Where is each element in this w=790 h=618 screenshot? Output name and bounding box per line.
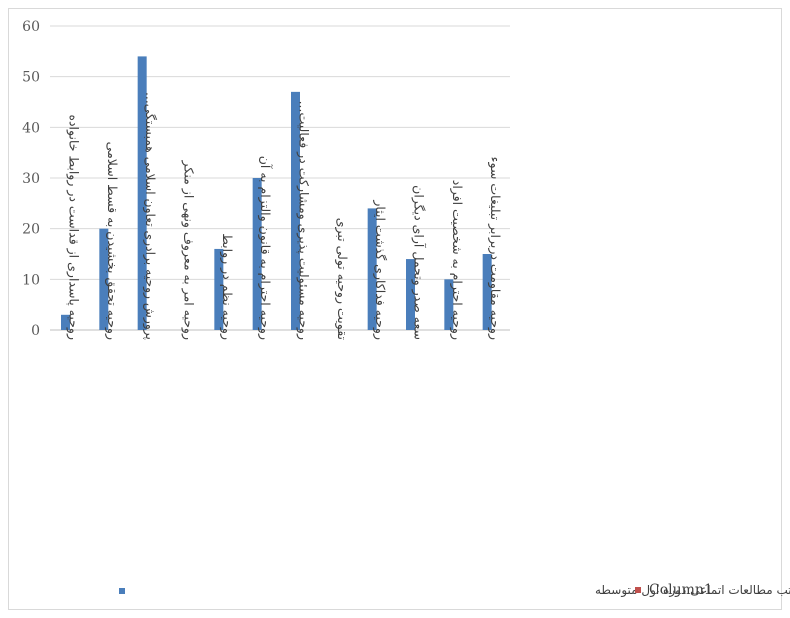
- x-tick-label: روحیه مقاومت دربرابر تبلیغات سوء: [487, 157, 503, 340]
- bar-10: [444, 279, 454, 330]
- legend-swatch-series-1: [119, 588, 125, 594]
- y-tick-label: 50: [22, 70, 40, 86]
- bar-1: [99, 228, 109, 330]
- bar-0: [61, 314, 70, 330]
- bar-9: [406, 259, 415, 330]
- legend-swatch-series-2: [635, 587, 641, 593]
- bar-6: [291, 91, 300, 330]
- y-tick-label: 20: [22, 222, 40, 238]
- bar-8: [367, 208, 377, 330]
- x-tick-label: سعه صدر وتحمل آرای دیگران: [411, 185, 427, 340]
- x-tick-label: روحیه امر به معروف ونهی از منکر: [181, 160, 197, 340]
- y-tick-label: 0: [31, 323, 40, 339]
- x-tick-label: روحیه احترام به شخصیت افراد: [449, 180, 465, 340]
- bar-5: [252, 178, 262, 330]
- y-tick-label: 40: [22, 120, 40, 136]
- y-tick-label: 10: [22, 272, 40, 288]
- x-tick-label: روحیه پاسداری از قداست در روابط خانواده: [66, 114, 82, 340]
- legend-label-series-1: نمودار روانی اهداف تربیت اتماعی در کتب م…: [595, 583, 790, 598]
- x-tick-label: روحیه احترام به قانون والتزام به آن: [257, 156, 273, 340]
- x-tick-label: روحیه مسئولیت پذیری ومشارکت در فعالیت...: [296, 101, 312, 340]
- bar-11: [482, 254, 492, 330]
- y-tick-label: 60: [22, 19, 40, 35]
- x-tick-label: روحیه تحقق بخشیدن به قسط اسلامی: [104, 142, 120, 340]
- x-tick-label: پرورش روحیه برادری تعاون اسلامی همبستگی.…: [142, 92, 158, 340]
- chart-frame: [8, 8, 782, 610]
- bar-4: [214, 248, 224, 330]
- x-tick-label: تقویت روحیه تولی تبری: [334, 218, 350, 341]
- x-tick-label: روحیه نظم در روابط: [219, 233, 235, 340]
- bar-2: [137, 56, 147, 331]
- x-tick-label: روحیه فداکاری گذشت ایثار: [372, 199, 388, 340]
- legend-label-series-2: Column1: [649, 582, 713, 598]
- y-tick-label: 30: [22, 171, 40, 187]
